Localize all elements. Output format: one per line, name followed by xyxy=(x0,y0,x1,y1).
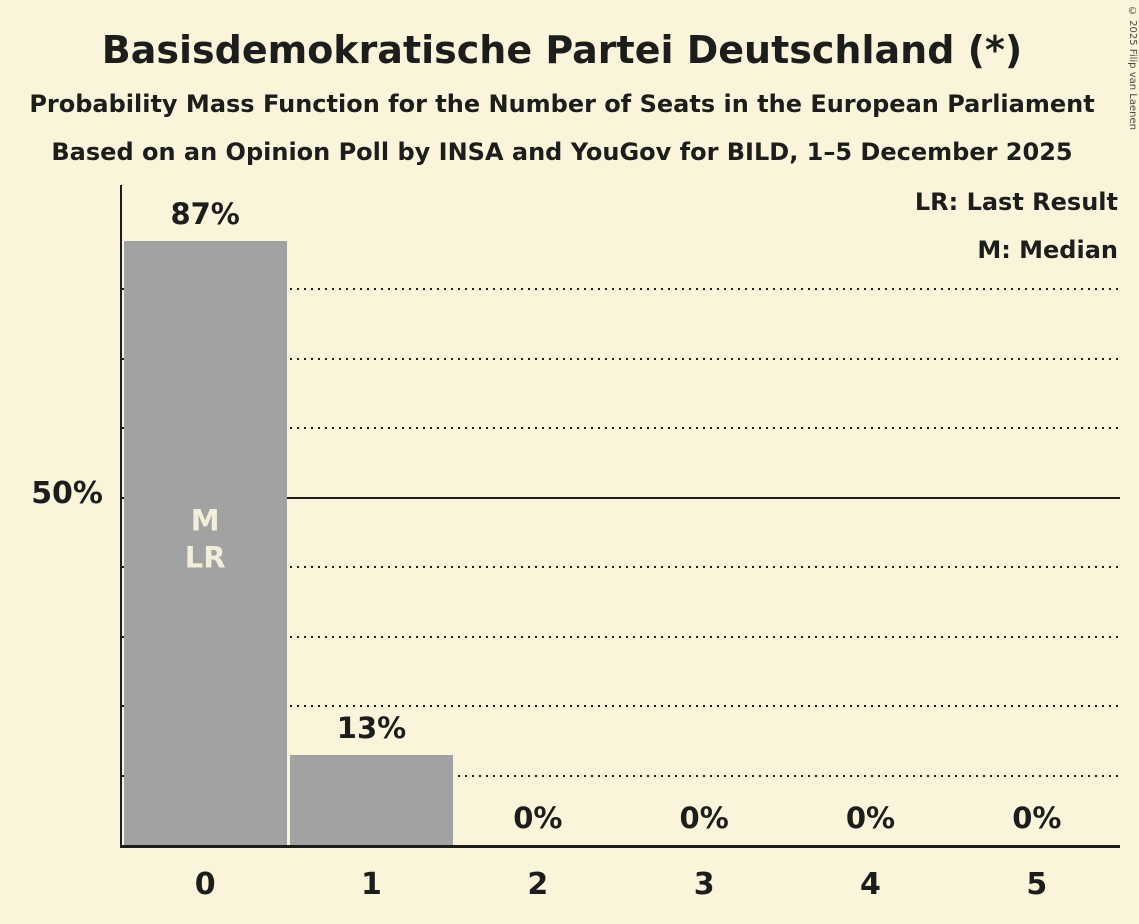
bar-annotation-0: M LR xyxy=(124,502,287,576)
gridline-10pct xyxy=(122,774,1120,777)
bar-value-label-5: 0% xyxy=(1012,801,1062,835)
gridline-50pct-solid xyxy=(122,496,1120,499)
legend-item-median: M: Median xyxy=(977,236,1118,264)
gridline-70pct xyxy=(122,357,1120,360)
x-tick-5: 5 xyxy=(1026,867,1048,902)
x-tick-3: 3 xyxy=(693,867,715,902)
bar-seats-0: M LR xyxy=(123,240,287,845)
x-tick-0: 0 xyxy=(194,867,216,902)
copyright-notice: © 2025 Filip van Laenen xyxy=(1127,6,1138,130)
legend-item-last-result: LR: Last Result xyxy=(914,188,1118,216)
plot-area: M LR 87% 13% 0% 0% 0% 0% xyxy=(120,185,1120,848)
gridline-40pct xyxy=(122,566,1120,569)
chart-subtitle: Probability Mass Function for the Number… xyxy=(29,90,1095,118)
bar-value-label-4: 0% xyxy=(845,801,896,835)
chart-sub-subtitle: Based on an Opinion Poll by INSA and You… xyxy=(51,138,1073,166)
bar-value-label-3: 0% xyxy=(679,801,729,835)
y-axis-tick-label: 50% xyxy=(31,476,103,511)
x-tick-1: 1 xyxy=(361,867,382,902)
x-tick-2: 2 xyxy=(527,867,549,902)
bar-annotation-line: M xyxy=(190,503,220,538)
gridline-80pct xyxy=(122,288,1120,291)
bar-annotation-line: LR xyxy=(184,540,226,575)
gridline-30pct xyxy=(122,635,1120,638)
x-tick-4: 4 xyxy=(860,867,881,902)
chart-title: Basisdemokratische Partei Deutschland (*… xyxy=(101,28,1023,72)
bar-seats-1 xyxy=(289,754,454,845)
bar-value-label-1: 13% xyxy=(336,710,407,745)
bar-value-label-2: 0% xyxy=(513,801,563,835)
gridline-60pct xyxy=(122,427,1120,430)
x-axis-labels: 0 1 2 3 4 5 xyxy=(122,864,1120,906)
bar-value-label-0: 87% xyxy=(170,196,240,231)
gridline-20pct xyxy=(122,705,1120,708)
legend: LR: Last Result M: Median xyxy=(915,178,1118,274)
